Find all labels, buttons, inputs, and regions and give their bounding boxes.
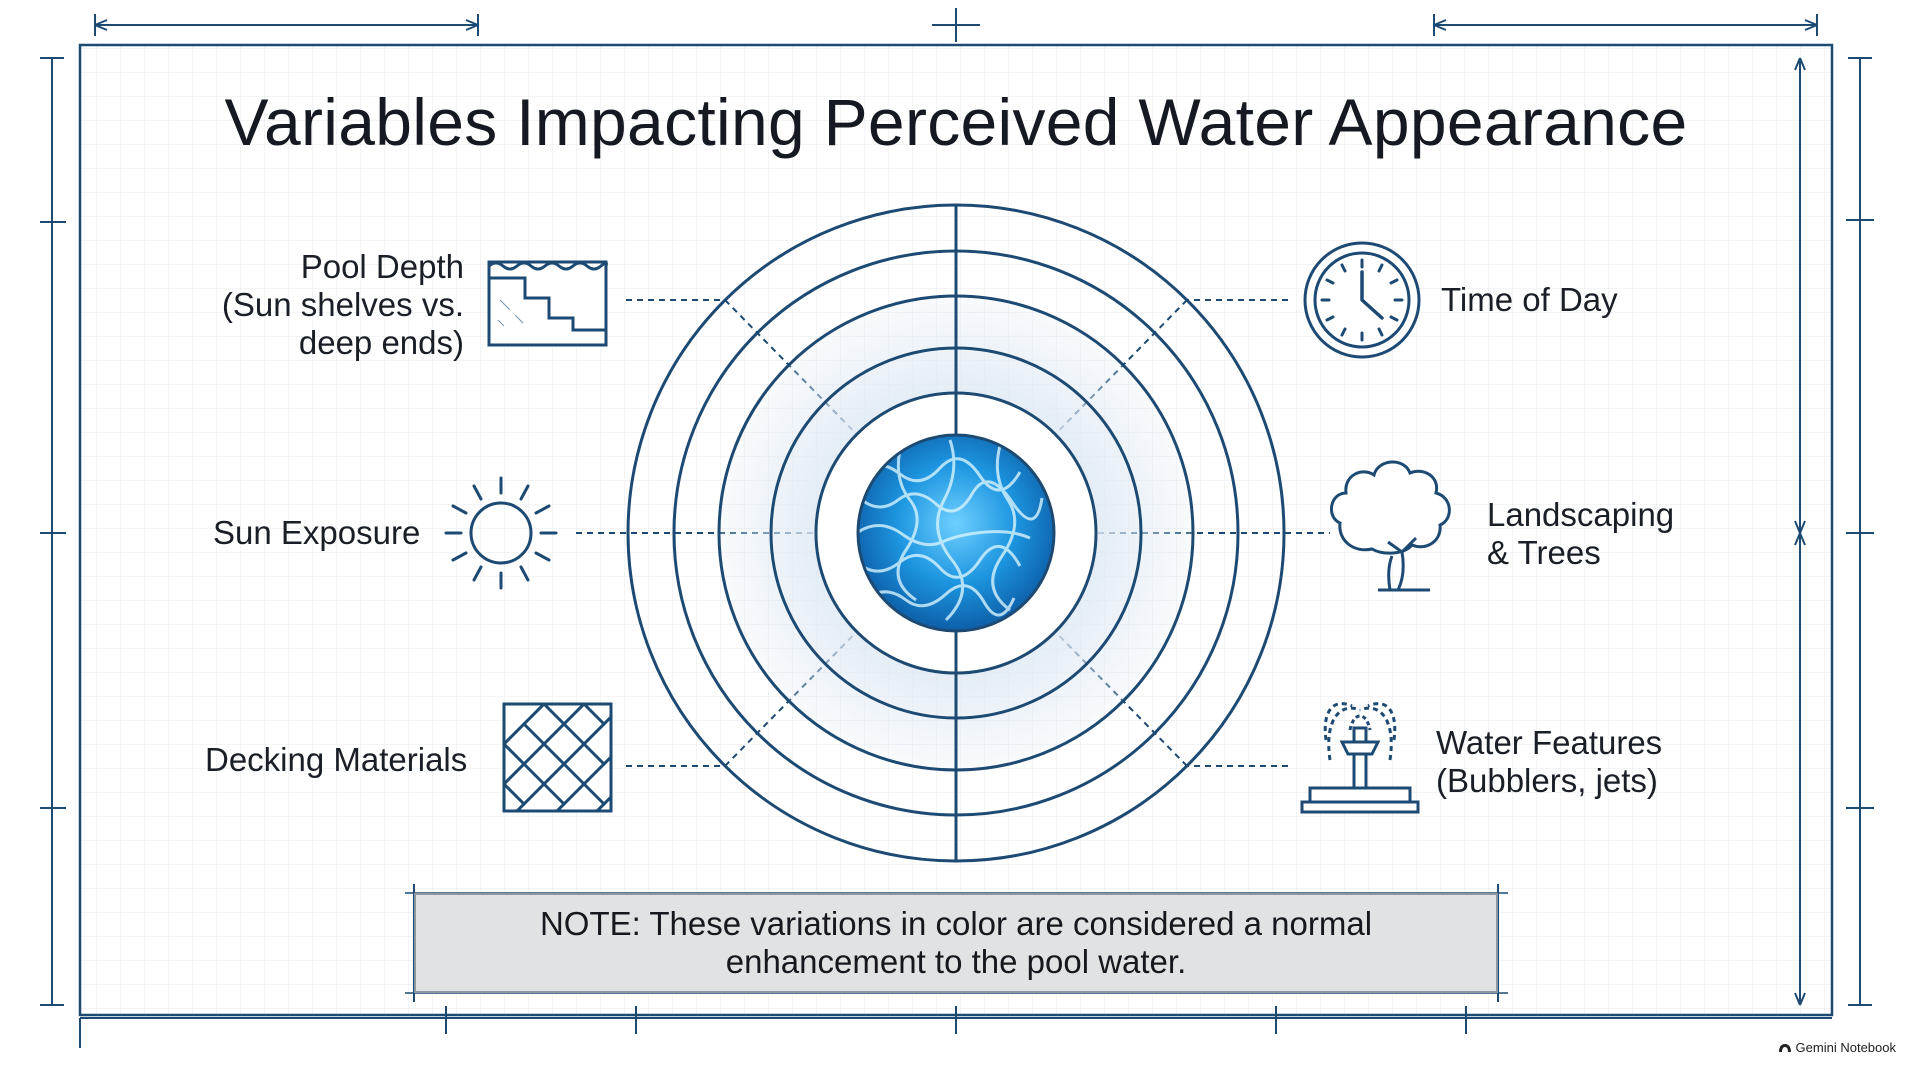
fountain-icon: [1300, 702, 1420, 814]
label-time-of-day: Time of Day: [1441, 281, 1618, 319]
note-box: NOTE: These variations in color are cons…: [414, 893, 1498, 993]
label-line: Water Features: [1436, 724, 1663, 761]
label-line: Sun Exposure: [213, 514, 421, 551]
label-line: Pool Depth: [300, 248, 464, 285]
label-sun-exposure: Sun Exposure: [213, 514, 420, 552]
tree-icon: [1330, 460, 1451, 592]
label-line: Decking Materials: [205, 741, 468, 778]
label-line: Landscaping: [1487, 496, 1675, 533]
label-line: & Trees: [1487, 534, 1601, 571]
pool-steps-icon: [487, 260, 608, 347]
label-line: (Sun shelves vs.: [221, 286, 464, 323]
brand-label: Gemini Notebook: [1795, 1040, 1896, 1055]
page-title: Variables Impacting Perceived Water Appe…: [224, 85, 1688, 159]
water-center-image: [856, 433, 1056, 633]
note-line: NOTE: These variations in color are cons…: [539, 905, 1373, 942]
note-line: enhancement to the pool water.: [725, 943, 1187, 980]
sun-icon: [444, 476, 558, 590]
herringbone-deck-icon: [502, 702, 613, 813]
clock-icon: [1303, 241, 1421, 359]
label-decking-materials: Decking Materials: [205, 741, 467, 779]
label-water-features: Water Features (Bubblers, jets): [1436, 724, 1662, 800]
label-pool-depth: Pool Depth (Sun shelves vs. deep ends): [150, 248, 464, 362]
label-line: (Bubblers, jets): [1436, 762, 1658, 799]
label-line: Time of Day: [1441, 281, 1618, 318]
label-landscaping: Landscaping & Trees: [1487, 496, 1674, 572]
notebook-icon: [1778, 1043, 1791, 1052]
brand-watermark: Gemini Notebook: [1778, 1040, 1896, 1055]
label-line: deep ends): [298, 324, 464, 361]
